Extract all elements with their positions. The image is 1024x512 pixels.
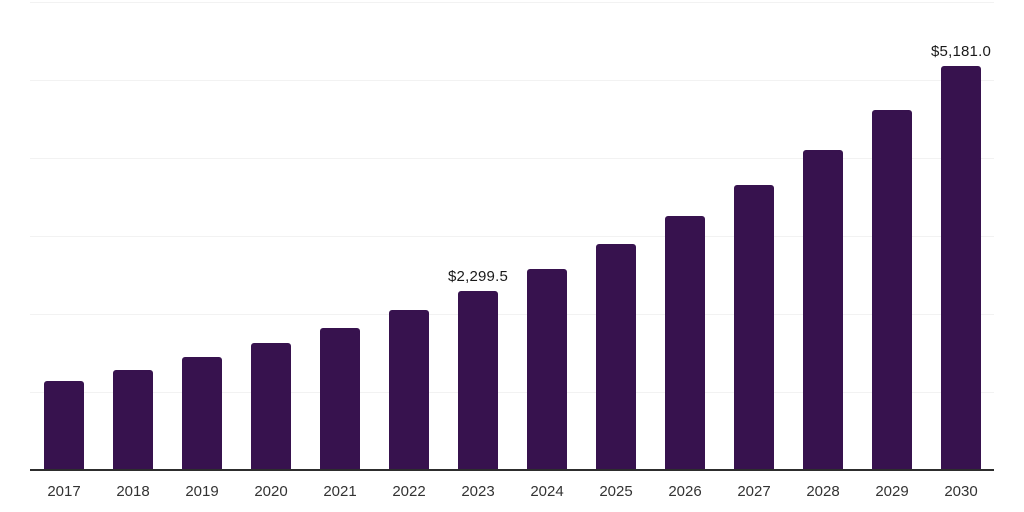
bar-2017 — [44, 380, 84, 470]
bar-2022 — [389, 310, 429, 470]
x-tick-2030: 2030 — [944, 483, 978, 500]
gridline-6000 — [30, 2, 994, 3]
gridline-1000 — [30, 392, 994, 393]
gridline-4000 — [30, 158, 994, 159]
x-tick-2026: 2026 — [668, 483, 702, 500]
x-tick-2019: 2019 — [185, 483, 219, 500]
x-axis-line — [30, 469, 994, 471]
bar-2028 — [803, 149, 843, 470]
bar-2018 — [113, 369, 153, 470]
gridline-3000 — [30, 236, 994, 237]
x-tick-2029: 2029 — [875, 483, 909, 500]
bar-2026 — [665, 215, 705, 470]
x-tick-2022: 2022 — [392, 483, 426, 500]
x-tick-2021: 2021 — [323, 483, 357, 500]
bar-2027 — [734, 184, 774, 470]
x-tick-2025: 2025 — [599, 483, 633, 500]
bar-2021 — [320, 327, 360, 470]
bar-2030 — [941, 65, 981, 470]
x-tick-2023: 2023 — [461, 483, 495, 500]
x-tick-2027: 2027 — [737, 483, 771, 500]
bar-2019 — [182, 357, 222, 470]
bar-2023 — [458, 290, 498, 470]
data-label-2030: $5,181.0 — [931, 42, 991, 60]
bar-2029 — [872, 110, 912, 470]
x-tick-2028: 2028 — [806, 483, 840, 500]
data-label-2023: $2,299.5 — [448, 267, 508, 285]
bar-2025 — [596, 243, 636, 470]
x-tick-2024: 2024 — [530, 483, 564, 500]
gridline-5000 — [30, 80, 994, 81]
bar-2024 — [527, 268, 567, 470]
bar-2020 — [251, 343, 291, 470]
x-tick-2020: 2020 — [254, 483, 288, 500]
x-tick-2017: 2017 — [47, 483, 81, 500]
x-tick-2018: 2018 — [116, 483, 150, 500]
gridline-2000 — [30, 314, 994, 315]
